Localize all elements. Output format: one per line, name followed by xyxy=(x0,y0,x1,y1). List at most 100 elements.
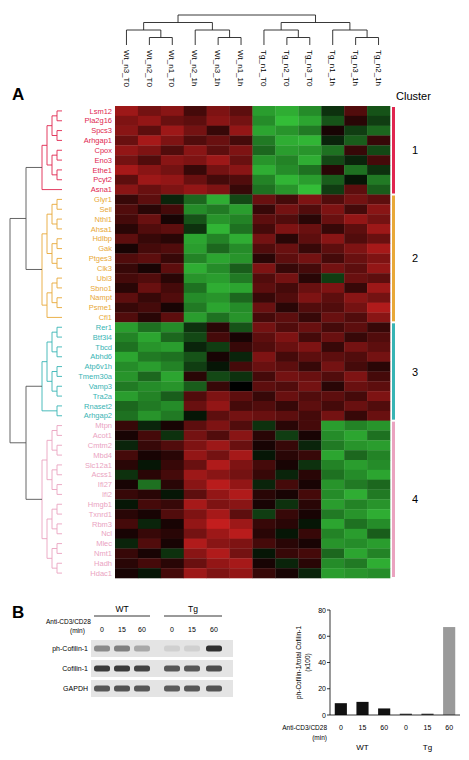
heatmap-cell xyxy=(207,204,230,214)
heatmap-cell xyxy=(275,293,298,303)
heatmap-cell xyxy=(138,362,161,372)
heatmap-cell xyxy=(161,155,184,165)
heatmap-cell xyxy=(207,116,230,126)
heatmap-cell xyxy=(230,342,253,352)
blot-band xyxy=(184,686,200,692)
heatmap-cell xyxy=(275,332,298,342)
heatmap-cell xyxy=(115,470,138,480)
heatmap-cell xyxy=(298,480,321,490)
heatmap-cell xyxy=(253,470,276,480)
heatmap-cell xyxy=(253,283,276,293)
heatmap-cell xyxy=(138,283,161,293)
dendrogram-branch xyxy=(57,524,62,534)
heatmap-cell xyxy=(207,234,230,244)
heatmap-cell xyxy=(184,244,207,254)
column-label: Wt_n2_T0 xyxy=(145,50,154,87)
heatmap-cell xyxy=(184,421,207,431)
heatmap-cell xyxy=(367,116,390,126)
blot-band xyxy=(184,646,200,652)
heatmap-cell xyxy=(138,234,161,244)
heatmap-cell xyxy=(161,185,184,195)
heatmap-cell xyxy=(321,254,344,264)
heatmap-cell xyxy=(321,342,344,352)
heatmap-cell xyxy=(207,136,230,146)
heatmap-cell xyxy=(367,214,390,224)
heatmap-cell xyxy=(161,244,184,254)
cluster-bar xyxy=(392,196,395,322)
heatmap-cell xyxy=(275,411,298,421)
dendrogram-branch xyxy=(57,367,62,377)
heatmap-cell xyxy=(253,381,276,391)
heatmap-cell xyxy=(321,558,344,568)
heatmap-cell xyxy=(184,480,207,490)
heatmap-cell xyxy=(138,509,161,519)
heatmap-cell xyxy=(321,195,344,205)
bar xyxy=(335,703,347,715)
heatmap-cell xyxy=(161,499,184,509)
heatmap-cell xyxy=(230,214,253,224)
heatmap-cell xyxy=(344,558,367,568)
heatmap-cell xyxy=(115,480,138,490)
heatmap-cell xyxy=(253,558,276,568)
heatmap-cell xyxy=(230,165,253,175)
dendrogram-branch xyxy=(47,126,52,165)
row-label: Cmtm2 xyxy=(88,441,112,450)
heatmap-cell xyxy=(321,214,344,224)
heatmap-cell xyxy=(367,313,390,323)
heatmap-cell xyxy=(298,499,321,509)
heatmap-cell xyxy=(367,263,390,273)
heatmap-cell xyxy=(275,204,298,214)
row-label: Ahsa1 xyxy=(91,225,112,234)
heatmap-cell xyxy=(207,155,230,165)
heatmap-cell xyxy=(138,303,161,313)
heatmap-cell xyxy=(184,234,207,244)
heatmap-cell xyxy=(207,322,230,332)
heatmap-cell xyxy=(115,303,138,313)
heatmap-cell xyxy=(344,421,367,431)
heatmap-cell xyxy=(367,381,390,391)
heatmap-cell xyxy=(161,568,184,578)
heatmap-cell xyxy=(253,529,276,539)
heatmap-cell xyxy=(367,372,390,382)
heatmap-cell xyxy=(321,568,344,578)
heatmap-cell xyxy=(321,116,344,126)
heatmap-cell xyxy=(115,509,138,519)
heatmap-cell xyxy=(321,372,344,382)
heatmap-cell xyxy=(230,381,253,391)
row-label: Slc12a1 xyxy=(85,461,112,470)
heatmap-cell xyxy=(367,224,390,234)
heatmap-cell xyxy=(321,450,344,460)
heatmap-cell xyxy=(321,431,344,441)
dendrogram-branch xyxy=(57,170,62,180)
heatmap-cell xyxy=(253,490,276,500)
heatmap-cell xyxy=(321,529,344,539)
heatmap-cell xyxy=(115,126,138,136)
heatmap-cell xyxy=(230,293,253,303)
heatmap-cell xyxy=(253,145,276,155)
cluster-title: Cluster xyxy=(396,90,431,102)
blot-band xyxy=(94,666,110,672)
heatmap-cell xyxy=(275,273,298,283)
heatmap-cell xyxy=(253,185,276,195)
heatmap-cell xyxy=(161,509,184,519)
dendrogram-branch xyxy=(356,38,379,46)
heatmap-cell xyxy=(275,539,298,549)
heatmap-cell xyxy=(184,165,207,175)
x-axis-label: (min) xyxy=(312,734,327,742)
heatmap-cell xyxy=(367,509,390,519)
dendrogram-branch xyxy=(52,509,57,529)
heatmap-cell xyxy=(298,185,321,195)
heatmap-cell xyxy=(138,254,161,264)
heatmap-cell xyxy=(344,273,367,283)
heatmap-cell xyxy=(184,558,207,568)
heatmap-cell xyxy=(184,185,207,195)
row-label: Hdlbp xyxy=(92,234,112,243)
heatmap-cell xyxy=(253,254,276,264)
heatmap-cell xyxy=(161,421,184,431)
heatmap-cell xyxy=(367,391,390,401)
heatmap-cell xyxy=(230,499,253,509)
heatmap-cell xyxy=(367,185,390,195)
column-label: Wt_n1_T0 xyxy=(167,50,176,87)
heatmap-cell xyxy=(161,342,184,352)
heatmap-cell xyxy=(184,490,207,500)
